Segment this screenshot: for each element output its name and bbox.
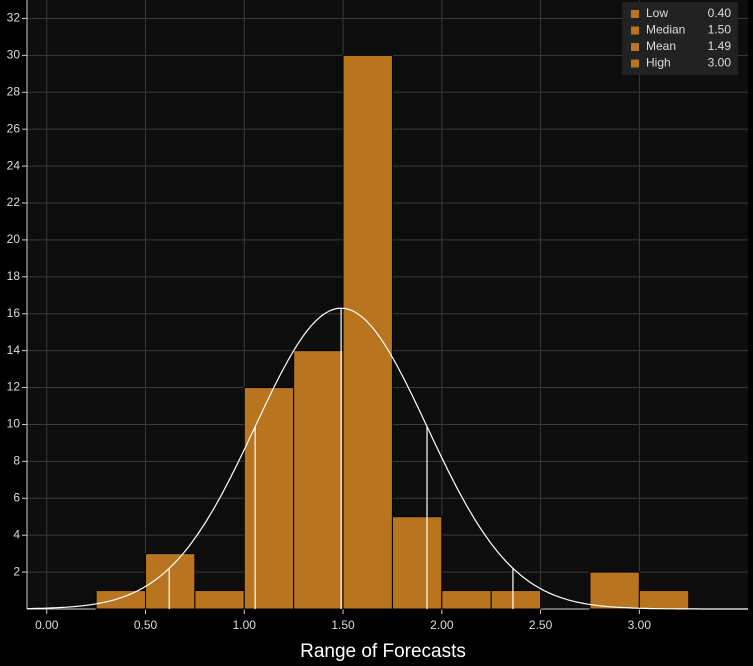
bar [490,590,542,610]
x-tick-label: 0.00 [35,618,59,632]
legend-label: High [646,56,671,70]
legend-value: 0.40 [708,6,732,20]
y-tick-label: 28 [7,84,21,98]
y-tick-label: 2 [13,564,20,578]
y-tick-label: 6 [13,490,20,504]
bar [194,590,245,610]
y-tick-label: 24 [7,158,21,172]
x-tick-label: 2.00 [430,618,454,632]
y-tick-label: 8 [13,454,20,468]
x-tick-label: 3.00 [628,618,652,632]
bar [243,387,295,610]
legend-label: Mean [646,39,676,53]
bar [95,590,147,610]
y-tick-label: 4 [13,527,20,541]
x-tick-label: 1.00 [233,618,257,632]
legend: Low 0.40 Median 1.50 Mean 1.49 High 3.00 [622,2,738,75]
y-tick-label: 22 [7,195,21,209]
y-tick-label: 14 [7,343,21,357]
bar [589,571,640,610]
bar [293,350,344,610]
legend-value: 1.50 [708,23,732,37]
legend-value: 3.00 [708,56,732,70]
y-tick-label: 16 [7,306,21,320]
y-tick-label: 10 [7,417,21,431]
x-tick-label: 0.50 [134,618,158,632]
x-tick-label: 2.50 [529,618,553,632]
y-tick-label: 18 [7,269,21,283]
legend-value: 1.49 [708,39,732,53]
bar [441,590,492,610]
legend-swatch [631,43,639,51]
legend-label: Median [646,23,685,37]
normal-curve [27,307,748,610]
y-tick-label: 30 [7,48,21,62]
y-tick-label: 20 [7,232,21,246]
bar [342,54,393,610]
x-axis-label: Range of Forecasts [300,641,466,662]
legend-swatch [631,26,639,35]
bar [391,516,443,610]
legend-box [622,2,738,75]
legend-label: Low [646,6,668,20]
y-tick-label: 26 [7,121,21,135]
y-tick-label: 12 [7,380,21,394]
y-tick-label: 32 [7,11,21,25]
legend-swatch [631,59,639,68]
legend-swatch [631,10,639,18]
x-tick-label: 1.50 [331,618,355,632]
bar [638,590,690,610]
